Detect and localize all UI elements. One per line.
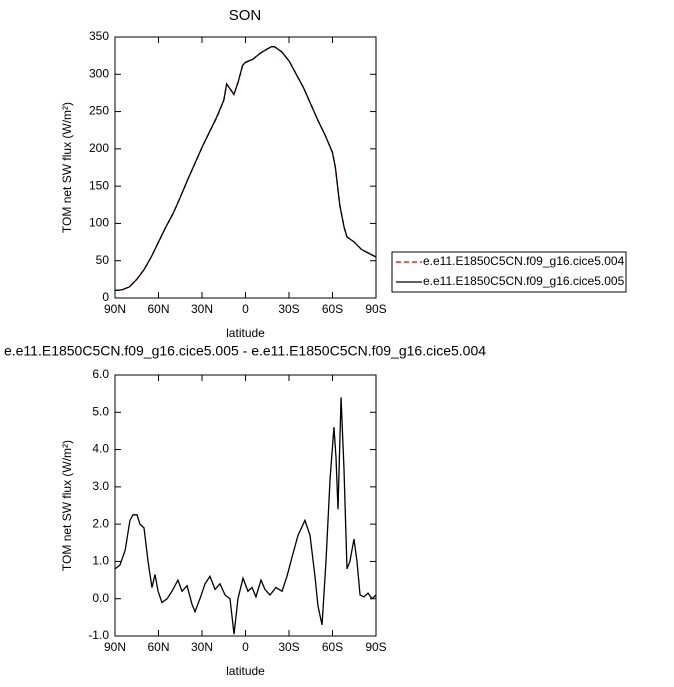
x-tick-label: 90S [365,302,386,316]
y-tick-label: 50 [96,253,110,267]
y-tick-label: 0.0 [92,591,109,605]
y-axis-label: TOM net SW flux (W/m²) [60,102,74,233]
y-tick-label: 6.0 [92,367,109,381]
y-tick-label: 0 [102,290,109,304]
y-tick-label: 350 [89,29,109,43]
y-tick-label: 300 [89,66,109,80]
y-tick-label: 1.0 [92,554,109,568]
y-tick-label: 200 [89,141,109,155]
x-axis-label: latitude [226,664,265,678]
y-tick-label: -1.0 [88,628,109,642]
data-line [114,397,377,635]
chart-title: SON [229,7,262,24]
x-tick-label: 30S [278,640,299,654]
x-tick-label: 30N [191,302,213,316]
y-axis-label: TOM net SW flux (W/m²) [60,440,74,571]
y-tick-label: 100 [89,216,109,230]
data-line [114,46,377,292]
x-tick-label: 90N [104,302,126,316]
x-tick-label: 90N [104,640,126,654]
chart-title: e.e11.E1850C5CN.f09_g16.cice5.005 - e.e1… [4,343,486,359]
y-tick-label: 5.0 [92,404,109,418]
y-tick-label: 150 [89,178,109,192]
y-tick-label: 4.0 [92,442,109,456]
x-tick-label: 0 [242,640,249,654]
data-line [114,46,377,292]
x-tick-label: 60N [147,640,169,654]
x-tick-label: 90S [365,640,386,654]
legend-label: e.e11.E1850C5CN.f09_g16.cice5.005 [423,274,625,288]
x-tick-label: 60N [147,302,169,316]
legend-label: e.e11.E1850C5CN.f09_g16.cice5.004 [423,254,625,268]
y-tick-label: 250 [89,104,109,118]
x-tick-label: 60S [322,302,343,316]
plot-frame [114,374,377,637]
y-tick-label: 2.0 [92,516,109,530]
legend-box [391,251,627,293]
x-tick-label: 60S [322,640,343,654]
plot-frame [114,36,377,299]
x-tick-label: 0 [242,302,249,316]
y-tick-label: 3.0 [92,479,109,493]
x-axis-label: latitude [226,326,265,340]
x-tick-label: 30N [191,640,213,654]
x-tick-label: 30S [278,302,299,316]
